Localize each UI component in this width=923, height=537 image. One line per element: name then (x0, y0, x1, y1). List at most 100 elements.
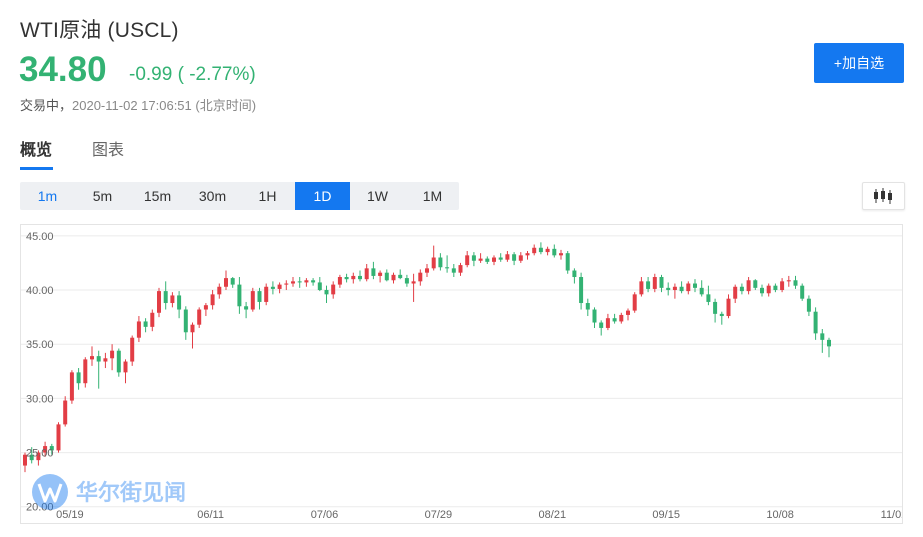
candle (679, 281, 684, 294)
candle (686, 281, 691, 295)
candle (337, 274, 342, 288)
candle (599, 320, 604, 336)
candle (358, 270, 362, 282)
candle (257, 287, 262, 310)
candle (304, 278, 309, 287)
period-1w-button[interactable]: 1W (367, 188, 388, 204)
candle (36, 450, 41, 466)
candle (538, 242, 543, 255)
period-selector: 1m 5m 15m 30m 1H 1D 1W 1M (20, 182, 459, 210)
period-1h-button[interactable]: 1H (258, 188, 277, 204)
candle (706, 285, 711, 306)
add-to-watchlist-button[interactable]: +加自选 (814, 43, 904, 83)
period-1d-button[interactable]: 1D (295, 182, 350, 210)
candle (465, 251, 470, 268)
x-tick-label: 07/29 (425, 509, 453, 521)
candle (612, 313, 617, 324)
candle (170, 292, 175, 308)
period-5m-button[interactable]: 5m (92, 188, 113, 204)
y-tick-label: 40.00 (26, 285, 54, 297)
candle (116, 348, 121, 377)
period-1m-button[interactable]: 1m (37, 188, 58, 204)
candle (753, 279, 758, 291)
candle (478, 253, 483, 263)
candle (83, 357, 88, 388)
candle (110, 344, 115, 371)
candle (572, 268, 577, 284)
candle (739, 283, 744, 295)
candle (264, 283, 269, 306)
x-tick-label: 07/06 (311, 509, 339, 521)
chart-type-button[interactable] (862, 182, 905, 210)
candle (726, 294, 731, 319)
candle (652, 273, 657, 293)
candle (183, 306, 188, 340)
candle (69, 370, 74, 404)
y-tick-label: 25.00 (26, 448, 54, 460)
candle (512, 252, 517, 266)
candle (371, 261, 376, 280)
candle (632, 292, 637, 313)
candle (244, 301, 249, 319)
candle (163, 281, 168, 310)
price-change: -0.99 ( -2.77%) (129, 64, 256, 85)
candle (592, 307, 597, 328)
candle (585, 298, 590, 317)
candle (425, 264, 429, 278)
x-tick-label: 08/21 (539, 509, 567, 521)
candle (123, 359, 128, 384)
candle (324, 285, 329, 304)
candle (505, 251, 510, 262)
candle (103, 352, 108, 369)
candle (820, 329, 825, 353)
candle (693, 279, 697, 293)
candle (565, 251, 570, 274)
tab-charts[interactable]: 图表 (92, 142, 125, 159)
candle (733, 284, 738, 304)
x-tick-label: 06/11 (197, 509, 224, 521)
candle (43, 441, 48, 457)
candle (780, 278, 785, 293)
candle (237, 277, 242, 314)
candle (90, 346, 94, 366)
candle (639, 277, 644, 297)
period-30m-button[interactable]: 30m (198, 188, 227, 204)
candle (766, 283, 771, 297)
candle (800, 283, 805, 301)
candle (217, 283, 222, 299)
candle (344, 273, 349, 283)
tab-overview[interactable]: 概览 (20, 142, 53, 159)
period-1mo-button[interactable]: 1M (422, 188, 443, 204)
y-tick-label: 30.00 (26, 393, 54, 405)
candle (317, 277, 322, 292)
candle (143, 318, 148, 333)
candle (284, 280, 289, 291)
candle (431, 245, 436, 271)
candle (760, 284, 764, 297)
candle (136, 316, 141, 343)
x-tick-label: 05/19 (56, 509, 84, 521)
candle (150, 309, 155, 332)
period-15m-button[interactable]: 15m (143, 188, 172, 204)
candle (378, 270, 383, 283)
candle (626, 308, 630, 321)
x-tick-label: 10/08 (766, 509, 794, 521)
y-tick-label: 20.00 (26, 502, 54, 514)
y-tick-label: 35.00 (26, 339, 54, 351)
candle (806, 295, 811, 317)
candle (492, 255, 496, 266)
price-chart[interactable]: 45.00 40.00 35.00 30.00 25.00 20.00 05/19 06/11… (20, 224, 903, 524)
candle (404, 274, 409, 287)
y-tick-label: 45.00 (26, 231, 54, 243)
candle (773, 283, 778, 293)
candle (351, 272, 356, 284)
last-price: 34.80 (19, 50, 107, 89)
candle (398, 269, 403, 280)
x-tick-label: 11/02 (881, 509, 902, 521)
instrument-title: WTI原油 (USCL) (20, 19, 179, 42)
candle (277, 282, 282, 294)
candle (197, 307, 202, 328)
candle (130, 335, 135, 366)
candle (224, 270, 228, 291)
